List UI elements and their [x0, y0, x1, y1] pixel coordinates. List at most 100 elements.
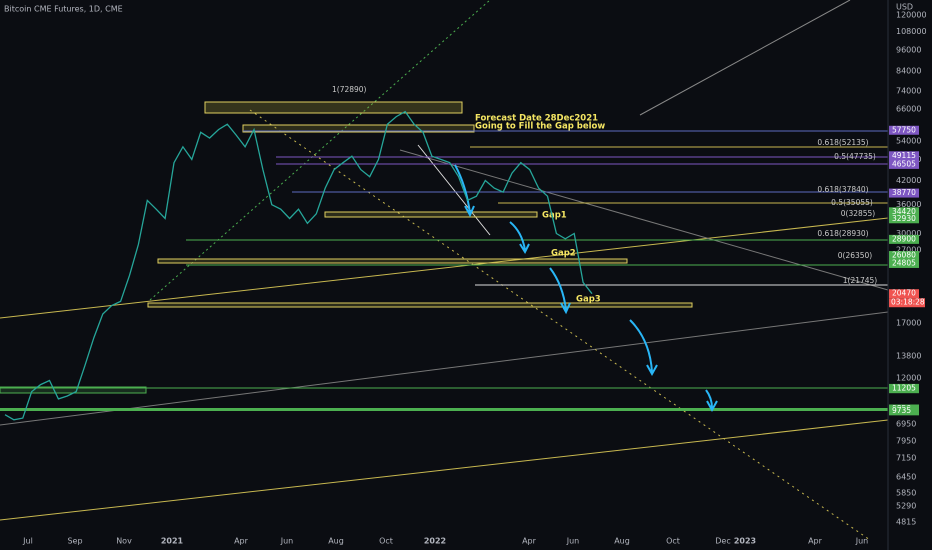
y-tick-label: 120000: [896, 11, 927, 20]
drawings: [0, 0, 889, 541]
y-tick-label: 27000: [896, 246, 921, 255]
price-tag-label: 24805: [892, 258, 916, 267]
fib-label: 0.618(37840): [817, 185, 868, 194]
y-tick-label: 7150: [896, 454, 916, 463]
y-tick-label: 4815: [896, 518, 916, 527]
price-tag: [889, 406, 919, 416]
y-tick-label: 12000: [896, 373, 921, 382]
x-tick-label: 2022: [424, 537, 446, 546]
y-tick-label: 42000: [896, 176, 921, 185]
price-tag: [889, 159, 919, 169]
x-tick-label: Nov: [116, 537, 132, 546]
chart-title: Bitcoin CME Futures, 1D, CME: [4, 5, 123, 14]
trend-line: [0, 419, 889, 521]
x-tick-label: 2021: [161, 537, 184, 546]
y-tick-label: 84000: [896, 67, 921, 76]
arrows: [454, 164, 718, 413]
fib-label: 0.5(47735): [834, 152, 876, 161]
y-tick-label: 13800: [896, 351, 921, 360]
x-tick-label: Oct: [379, 537, 393, 546]
price-tag-label: 57750: [892, 125, 916, 134]
price-tag-label: 20470: [892, 289, 916, 298]
price-tag-label: 11205: [892, 384, 916, 393]
price-tag: [889, 125, 919, 135]
currency: USD: [896, 3, 913, 12]
y-tick-label: 6450: [896, 473, 916, 482]
x-tick-label: 2023: [734, 537, 756, 546]
annotation: Forecast Date 28Dec2021: [475, 114, 598, 124]
level-band: [0, 408, 888, 411]
trend-line: [0, 311, 889, 426]
price-tag-label: 49115: [892, 151, 916, 160]
x-tick-label: Jul: [22, 537, 33, 546]
y-tick-label: 74000: [896, 87, 921, 96]
trend-line: [639, 0, 851, 116]
gap-box: [204, 101, 463, 114]
y-tick-label: 54000: [896, 136, 921, 145]
x-tick-label: Dec: [715, 537, 730, 546]
x-tick-label: Apr: [234, 537, 249, 546]
fib-label: 0(26350): [838, 251, 873, 260]
arrow: [509, 221, 530, 255]
price-line: [4, 110, 593, 421]
price-tag: [889, 214, 919, 224]
x-tick-label: Aug: [328, 537, 344, 546]
y-tick-label: 17000: [896, 318, 921, 327]
y-tick-label: 30000: [896, 229, 921, 238]
x-tick-label: Jun: [280, 537, 294, 546]
channel-line: [417, 144, 491, 236]
y-tick-label: 96000: [896, 46, 921, 55]
price-tag-label: 46505: [892, 159, 916, 168]
x-tick-label: Apr: [808, 537, 823, 546]
x-tick-label: Aug: [614, 537, 630, 546]
arrow: [549, 267, 571, 315]
price-tag: [889, 151, 919, 161]
y-tick-label: 5850: [896, 489, 916, 498]
price-tag-label: 34420: [892, 207, 916, 216]
price-tag: [889, 289, 919, 299]
countdown: 03:18:28: [891, 298, 925, 307]
fib-label: 0.5(35055): [831, 198, 873, 207]
gap-box: [157, 258, 628, 264]
arrow: [705, 389, 718, 413]
gap-box: [242, 124, 475, 133]
gap-box: [147, 302, 693, 308]
y-tick-label: 36000: [896, 200, 921, 209]
price-tag-label: 32930: [892, 214, 916, 223]
x-tick-label: Apr: [522, 537, 537, 546]
annotation: Going to Fill the Gap below: [475, 122, 605, 132]
price-tag-label: 9735: [892, 406, 911, 415]
trend-line: [0, 217, 889, 319]
arrow: [454, 164, 475, 218]
fib-label: 0.618(52135): [817, 138, 868, 147]
x-tick-label: Jun: [855, 537, 869, 546]
price-tag-label: 38770: [892, 188, 916, 197]
fib-label: 0(32855): [841, 209, 876, 218]
price-tag: [889, 188, 919, 198]
trend-line: [149, 0, 491, 301]
arrow: [629, 319, 658, 377]
gap-label: Gap1: [542, 211, 567, 221]
y-tick-label: 7950: [896, 437, 916, 446]
price-tag: [889, 251, 919, 261]
gap-label: Gap2: [551, 249, 576, 259]
price-tag: [889, 234, 919, 244]
y-tick-label: 66000: [896, 105, 921, 114]
trend-line: [399, 149, 889, 291]
y-tick-label: 5290: [896, 502, 916, 511]
price-tag-label: 28900: [892, 234, 916, 243]
fib-label: 0.618(28930): [817, 229, 868, 238]
price-tag: [889, 384, 919, 394]
countdown-tag: [889, 298, 925, 308]
x-tick-label: Sep: [67, 537, 82, 546]
price-tag-label: 26080: [892, 251, 916, 260]
y-tick-label: 6950: [896, 420, 916, 429]
y-tick-label: 108000: [896, 27, 927, 36]
fib-label: 1(72890): [332, 85, 367, 94]
gap-label: Gap3: [576, 295, 601, 305]
x-tick-label: Oct: [666, 537, 680, 546]
fib-label: 1(21745): [843, 276, 878, 285]
gap-box: [324, 211, 538, 218]
